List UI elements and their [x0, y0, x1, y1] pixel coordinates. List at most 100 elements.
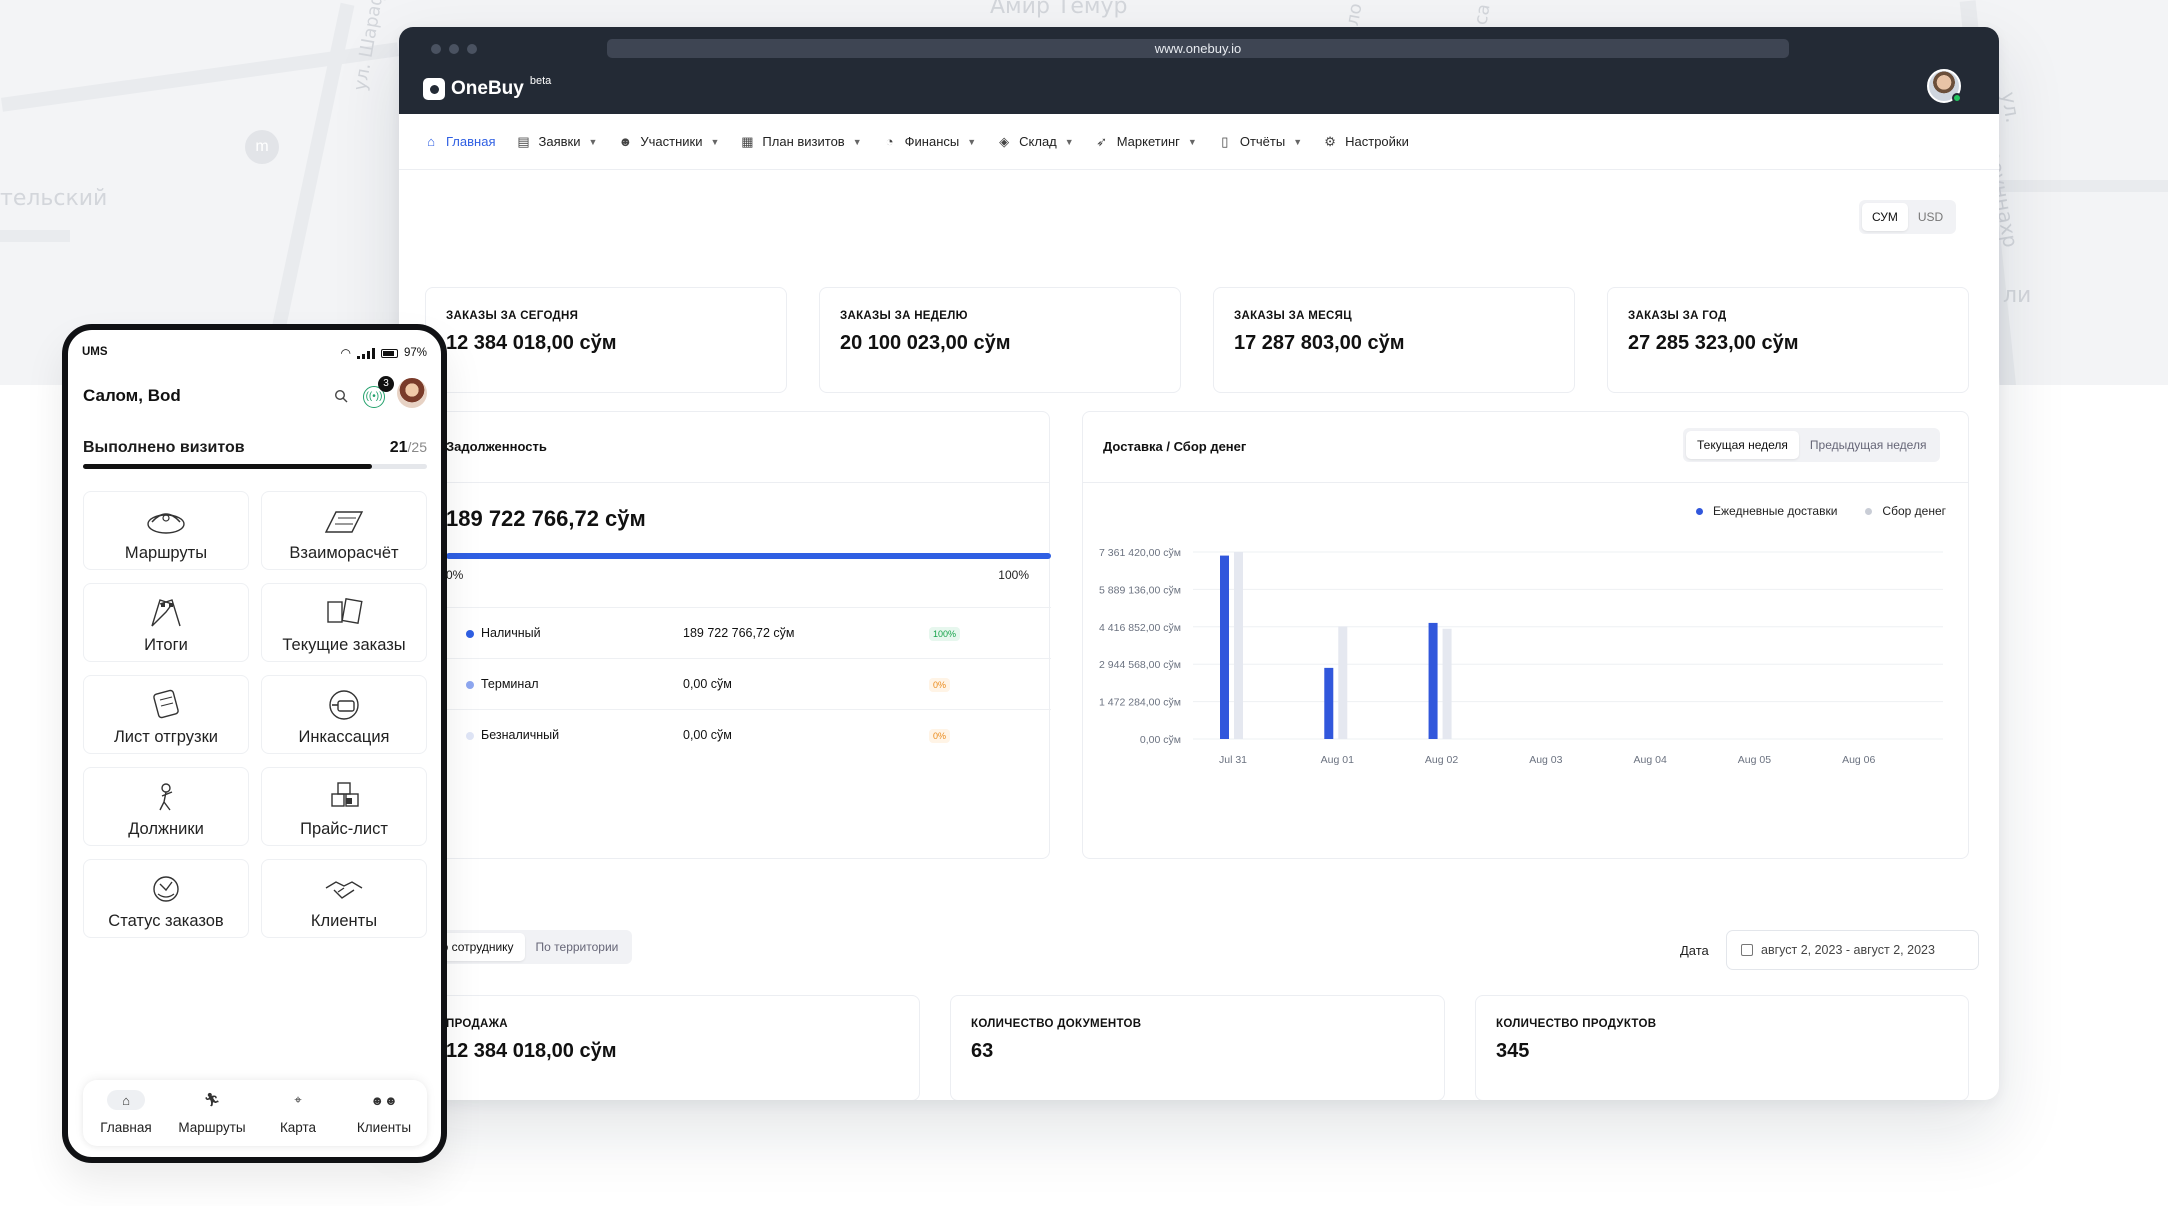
kpi-label: ЗАКАЗЫ ЗА ГОД: [1628, 310, 1727, 322]
debt-title: Задолженность: [446, 439, 547, 454]
date-range-picker[interactable]: август 2, 2023 - август 2, 2023: [1726, 930, 1979, 970]
brand-logo[interactable]: OneBuy beta: [423, 75, 552, 101]
stat-value: 63: [971, 1040, 994, 1062]
routes-icon: [147, 513, 185, 534]
legend-item[interactable]: Сбор денег: [1865, 504, 1946, 518]
nav-item-settings[interactable]: ⚙ Настройки: [1323, 134, 1409, 149]
chart-title: Доставка / Сбор денег: [1103, 439, 1247, 454]
bottom-nav-routes[interactable]: 🏃︎ Маршруты: [169, 1080, 255, 1146]
tile-cash-collection[interactable]: Инкассация: [261, 675, 427, 754]
search-icon[interactable]: [334, 389, 348, 403]
divider: [426, 482, 1049, 483]
percent-badge: 100%: [929, 627, 961, 641]
bottom-nav-home[interactable]: ⌂ Главная: [83, 1080, 169, 1146]
gear-icon: ⚙: [1324, 133, 1336, 149]
window-controls[interactable]: [431, 44, 477, 54]
divider: [1083, 482, 1968, 483]
avatar[interactable]: [397, 378, 427, 408]
nav-label: Настройки: [1345, 134, 1409, 149]
legend-item[interactable]: Ежедневные доставки: [1696, 504, 1837, 518]
visits-progress-fill: [83, 464, 372, 469]
carrier-name: UMS: [82, 346, 108, 358]
visits-label: Выполнено визитов: [83, 439, 245, 456]
delivery-chart-card: Доставка / Сбор денег Текущая неделя Пре…: [1082, 411, 1969, 859]
tile-label: Прайс-лист: [300, 820, 388, 838]
stat-label: КОЛИЧЕСТВО ДОКУМЕНТОВ: [971, 1018, 1142, 1030]
home-icon: ⌂: [107, 1090, 145, 1110]
x-tick-label: Aug 01: [1321, 754, 1354, 766]
tile-order-status[interactable]: Статус заказов: [83, 859, 249, 938]
tile-routes[interactable]: Маршруты: [83, 491, 249, 570]
tile-results[interactable]: Итоги: [83, 583, 249, 662]
map-pin-icon: m: [245, 130, 279, 164]
tile-label: Инкассация: [298, 728, 390, 746]
kpi-label: ЗАКАЗЫ ЗА СЕГОДНЯ: [446, 310, 579, 322]
map-label: тельский: [0, 186, 108, 211]
debtors-icon: [159, 783, 173, 811]
bottom-nav-map[interactable]: ⌖ Карта: [255, 1080, 341, 1146]
nav-item-requests[interactable]: ▤ Заявки ▼: [516, 134, 597, 149]
main-nav: ⌂ Главная ▤ Заявки ▼ ☻ Участники ▼ ▦ План визи…: [399, 114, 1999, 170]
nav-item-home[interactable]: ⌂ Главная: [424, 134, 495, 149]
bottom-nav-label: Карта: [279, 1120, 317, 1135]
kpi-card-today: ЗАКАЗЫ ЗА СЕГОДНЯ 12 384 018,00 сўм: [425, 287, 787, 393]
calendar-icon: [1741, 944, 1753, 956]
cash-collection-icon: [329, 690, 359, 720]
legend-dot: [466, 732, 474, 740]
currency-option-uzs[interactable]: СУМ: [1862, 203, 1908, 231]
url-bar[interactable]: www.onebuy.io: [607, 39, 1789, 58]
y-tick-label: 0,00 сўм: [1140, 734, 1181, 746]
nav-label: План визитов: [762, 134, 845, 149]
visits-progress-bar: [83, 464, 427, 469]
tab-by-territory[interactable]: По территории: [535, 940, 619, 954]
onebuy-logo-icon: [423, 78, 445, 100]
pie-chart-icon: ◔: [885, 133, 894, 149]
tile-price-list[interactable]: Прайс-лист: [261, 767, 427, 846]
tile-settlement[interactable]: Взаиморасчёт: [261, 491, 427, 570]
bottom-nav-clients[interactable]: ☻☻ Клиенты: [341, 1080, 427, 1146]
bar-deliveries: [1324, 667, 1334, 739]
nav-item-marketing[interactable]: ➶ Маркетинг ▼: [1095, 134, 1197, 149]
tile-shipment-list[interactable]: Лист отгрузки: [83, 675, 249, 754]
brand-tag: beta: [529, 75, 552, 87]
calendar-icon: ▦: [741, 133, 754, 149]
bar-collections: [1234, 552, 1243, 739]
x-tick-label: Aug 06: [1842, 754, 1875, 766]
user-avatar[interactable]: [1927, 69, 1962, 103]
nav-label: Склад: [1019, 134, 1057, 149]
bar-chart: 0,00 сўм 1 472 284,00 сўм 2 944 568,00 сўм…: [1099, 547, 1943, 766]
wifi-icon: ◠: [340, 346, 351, 360]
tile-clients[interactable]: Клиенты: [261, 859, 427, 938]
menu-grid: Маршруты Взаиморасчёт Итоги Текущие зака…: [83, 491, 427, 938]
nav-item-reports[interactable]: ▯ Отчёты ▼: [1218, 134, 1302, 149]
nav-item-warehouse[interactable]: ◈ Склад ▼: [997, 134, 1074, 149]
legend-dot: [466, 681, 474, 689]
debt-progress-fill: [446, 553, 1051, 559]
bottom-nav-label: Главная: [100, 1120, 152, 1135]
payment-type: Наличный: [481, 626, 541, 640]
x-tick-label: Aug 02: [1425, 754, 1458, 766]
greeting: Салом, Bod: [83, 386, 181, 405]
tab-previous-week[interactable]: Предыдущая неделя: [1809, 438, 1927, 452]
kpi-value: 27 285 323,00 сўм: [1628, 332, 1799, 354]
legend-label: Ежедневные доставки: [1713, 504, 1838, 518]
box-icon: ◈: [999, 133, 1010, 149]
tile-label: Должники: [128, 820, 204, 838]
nav-item-visit-plan[interactable]: ▦ План визитов ▼: [740, 134, 861, 149]
tile-debtors[interactable]: Должники: [83, 767, 249, 846]
nav-item-participants[interactable]: ☻ Участники ▼: [618, 134, 720, 149]
debt-progress-bar: [446, 553, 1051, 559]
tile-label: Маршруты: [124, 544, 208, 562]
tile-label: Статус заказов: [108, 912, 224, 930]
map-label: ло: [1341, 1, 1367, 28]
tab-current-week[interactable]: Текущая неделя: [1686, 431, 1799, 459]
broadcast-icon[interactable]: ((•)): [363, 386, 385, 408]
bottom-navigation: ⌂ Главная 🏃︎ Маршруты ⌖ Карта ☻☻ Клиенты: [83, 1080, 427, 1146]
currency-option-usd[interactable]: USD: [1917, 210, 1944, 224]
tile-current-orders[interactable]: Текущие заказы: [261, 583, 427, 662]
kpi-label: ЗАКАЗЫ ЗА НЕДЕЛЮ: [840, 310, 968, 322]
users-icon: ☻☻: [370, 1092, 398, 1108]
map-label: ли: [2003, 283, 2032, 308]
nav-item-finance[interactable]: ◔ Финансы ▼: [883, 133, 976, 149]
visits-done: 21: [389, 439, 408, 456]
